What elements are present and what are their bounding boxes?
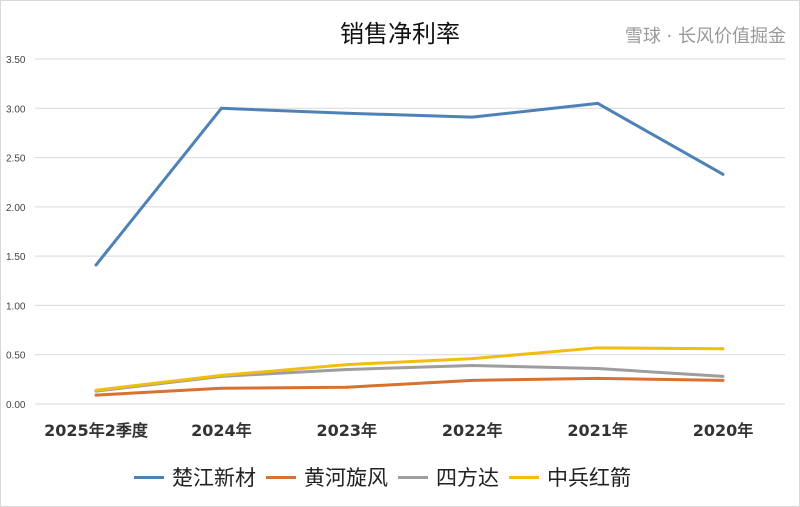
legend-label: 四方达 [436, 466, 499, 490]
legend-swatch [509, 475, 539, 479]
series-line-1 [94, 101, 724, 266]
y-tick-label: 2.00 [6, 203, 26, 214]
data-point [94, 263, 98, 267]
data-point [470, 378, 474, 382]
legend-label: 中兵红箭 [547, 466, 631, 490]
legend-label: 黄河旋风 [304, 466, 388, 490]
y-tick-label: 2.50 [6, 154, 26, 165]
data-point [596, 376, 600, 380]
chart-title: 销售净利率 [340, 20, 460, 48]
legend-swatch [134, 475, 164, 479]
y-tick-label: 3.00 [6, 104, 26, 115]
data-point [345, 385, 349, 389]
data-point [721, 347, 725, 351]
data-point [470, 357, 474, 361]
legend-swatch [398, 475, 428, 479]
x-tick-label: 2023年 [317, 421, 378, 440]
watermark: 雪球 · 长风价值掘金 [624, 26, 786, 47]
data-point [345, 111, 349, 115]
legend-label: 楚江新材 [172, 466, 256, 490]
data-point [345, 368, 349, 371]
data-point [470, 115, 474, 119]
legend-item: 楚江新材 [134, 462, 256, 492]
data-point [596, 101, 600, 105]
data-point [721, 374, 725, 378]
legend-swatch [266, 475, 296, 479]
x-tick-label: 2020年 [693, 421, 754, 440]
y-tick-label: 0.00 [6, 400, 26, 411]
data-point [94, 388, 98, 392]
series-line-4 [95, 346, 724, 392]
x-tick-label: 2022年 [442, 421, 503, 440]
legend-item: 中兵红箭 [509, 462, 631, 492]
data-point [721, 172, 725, 176]
x-tick-label: 2025年2季度 [44, 421, 149, 440]
data-point [219, 386, 223, 390]
data-point [219, 106, 223, 110]
x-tick-label: 2021年 [567, 421, 628, 440]
y-tick-label: 1.00 [6, 301, 26, 312]
data-point [345, 363, 349, 367]
y-tick-label: 3.50 [6, 55, 26, 66]
x-tick-label: 2024年 [191, 421, 252, 440]
data-point [219, 373, 223, 377]
data-point [596, 367, 600, 371]
data-point [470, 364, 474, 368]
y-tick-label: 1.50 [6, 252, 26, 263]
legend-item: 黄河旋风 [266, 462, 388, 492]
data-point [94, 393, 98, 397]
legend: 楚江新材 黄河旋风 四方达 中兵红箭 [134, 462, 641, 492]
data-point [596, 346, 600, 350]
y-tick-label: 0.50 [6, 351, 26, 362]
legend-item: 四方达 [398, 462, 499, 492]
data-point [721, 378, 725, 382]
series-line-2 [95, 376, 724, 397]
